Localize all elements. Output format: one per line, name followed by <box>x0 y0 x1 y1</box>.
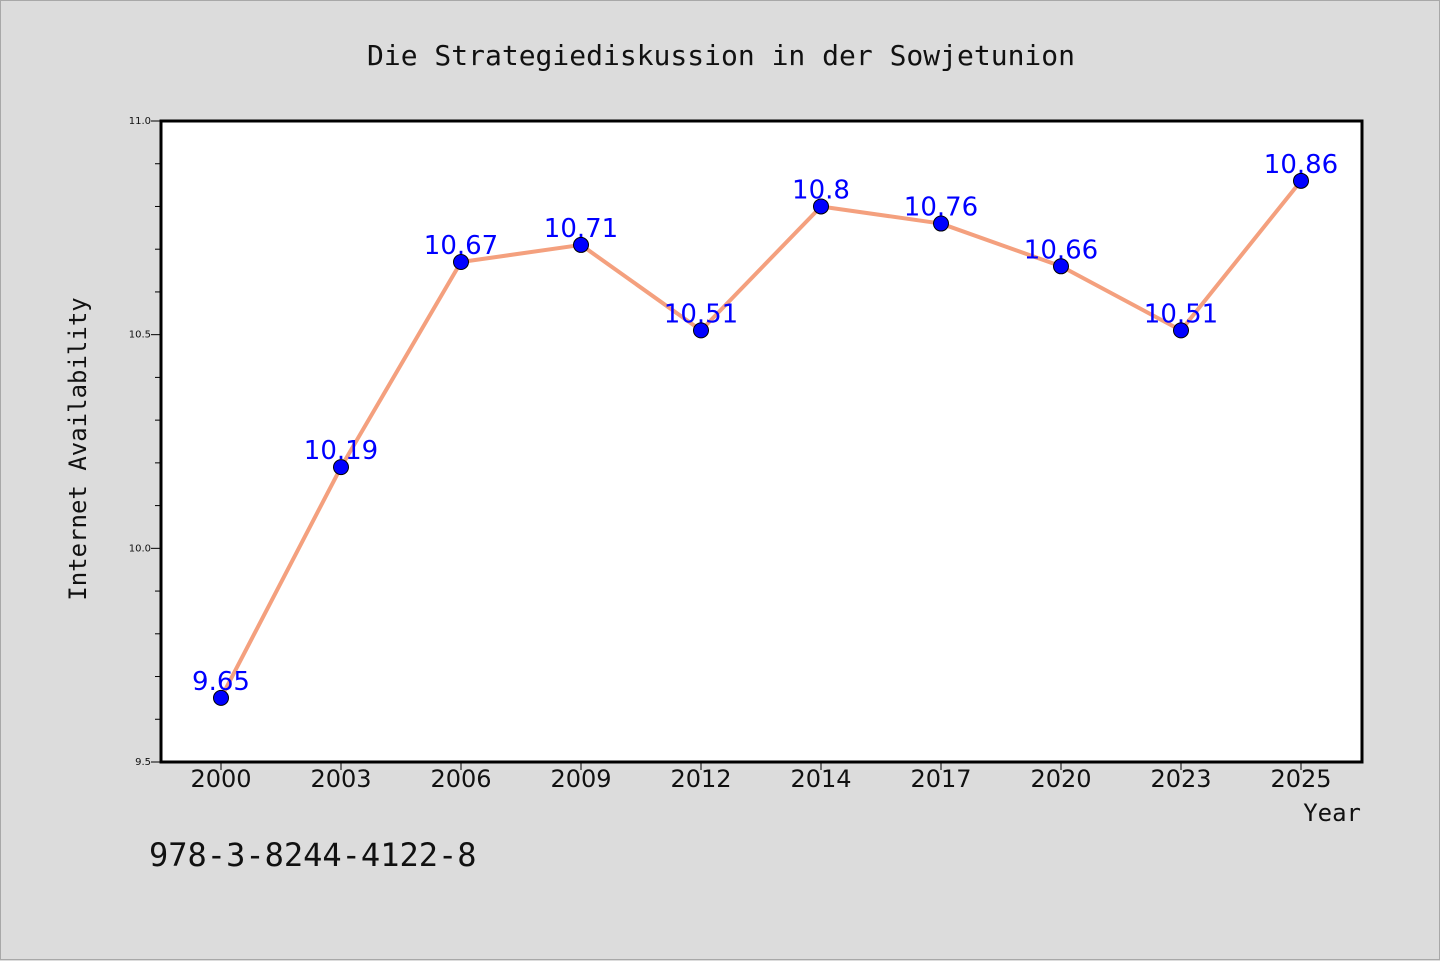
y-axis: 9.5 10.0 10.5 11.0 <box>129 116 161 768</box>
data-label: 9.65 <box>192 667 250 697</box>
data-label: 10.51 <box>664 299 738 329</box>
x-tick-label: 2012 <box>670 765 731 793</box>
plot-area <box>159 119 1364 764</box>
data-point <box>453 254 469 271</box>
y-tick-label: 9.5 <box>135 757 151 768</box>
y-tick-label: 10.5 <box>129 330 151 341</box>
data-label: 10.67 <box>424 231 498 261</box>
data-label: 10.71 <box>544 214 618 244</box>
x-axis-label: Year <box>1303 799 1361 827</box>
chart-title: Die Strategiediskussion in der Sowjetuni… <box>367 39 1075 72</box>
x-tick-label: 2003 <box>310 765 371 793</box>
data-point <box>333 459 349 476</box>
x-tick-label: 2020 <box>1030 765 1091 793</box>
x-axis: 2000 2003 2006 2009 2012 2014 2017 2020 2023 2025 <box>190 762 1332 793</box>
data-label: 10.19 <box>304 436 378 466</box>
data-point <box>1173 322 1189 339</box>
y-tick-label: 10.0 <box>129 543 151 554</box>
x-tick-label: 2017 <box>910 765 971 793</box>
series-layer <box>213 172 1309 706</box>
data-label: 10.66 <box>1024 235 1098 265</box>
data-point <box>1293 172 1309 189</box>
x-tick-label: 2025 <box>1270 765 1331 793</box>
data-point <box>573 236 589 253</box>
series-line <box>219 179 1303 699</box>
data-label: 10.76 <box>904 193 978 223</box>
x-tick-label: 2000 <box>190 765 251 793</box>
data-point <box>1053 258 1069 275</box>
isbn-annotation: 978-3-8244-4122-8 <box>149 836 477 874</box>
data-point <box>933 215 949 232</box>
y-axis-label: Internet Availability <box>64 297 92 600</box>
data-point <box>813 198 829 215</box>
x-tick-label: 2014 <box>790 765 851 793</box>
data-label: 10.86 <box>1264 150 1338 180</box>
data-point <box>693 322 709 339</box>
x-tick-label: 2023 <box>1150 765 1211 793</box>
y-tick-label: 11.0 <box>129 116 151 127</box>
data-label-layer: 9.65 10.19 10.67 10.71 10.51 10.8 10.76 10.66 10… <box>192 150 1338 697</box>
x-tick-label: 2009 <box>550 765 611 793</box>
data-label: 10.8 <box>792 175 850 205</box>
data-label: 10.51 <box>1144 299 1218 329</box>
data-point <box>213 689 229 706</box>
x-tick-label: 2006 <box>430 765 491 793</box>
